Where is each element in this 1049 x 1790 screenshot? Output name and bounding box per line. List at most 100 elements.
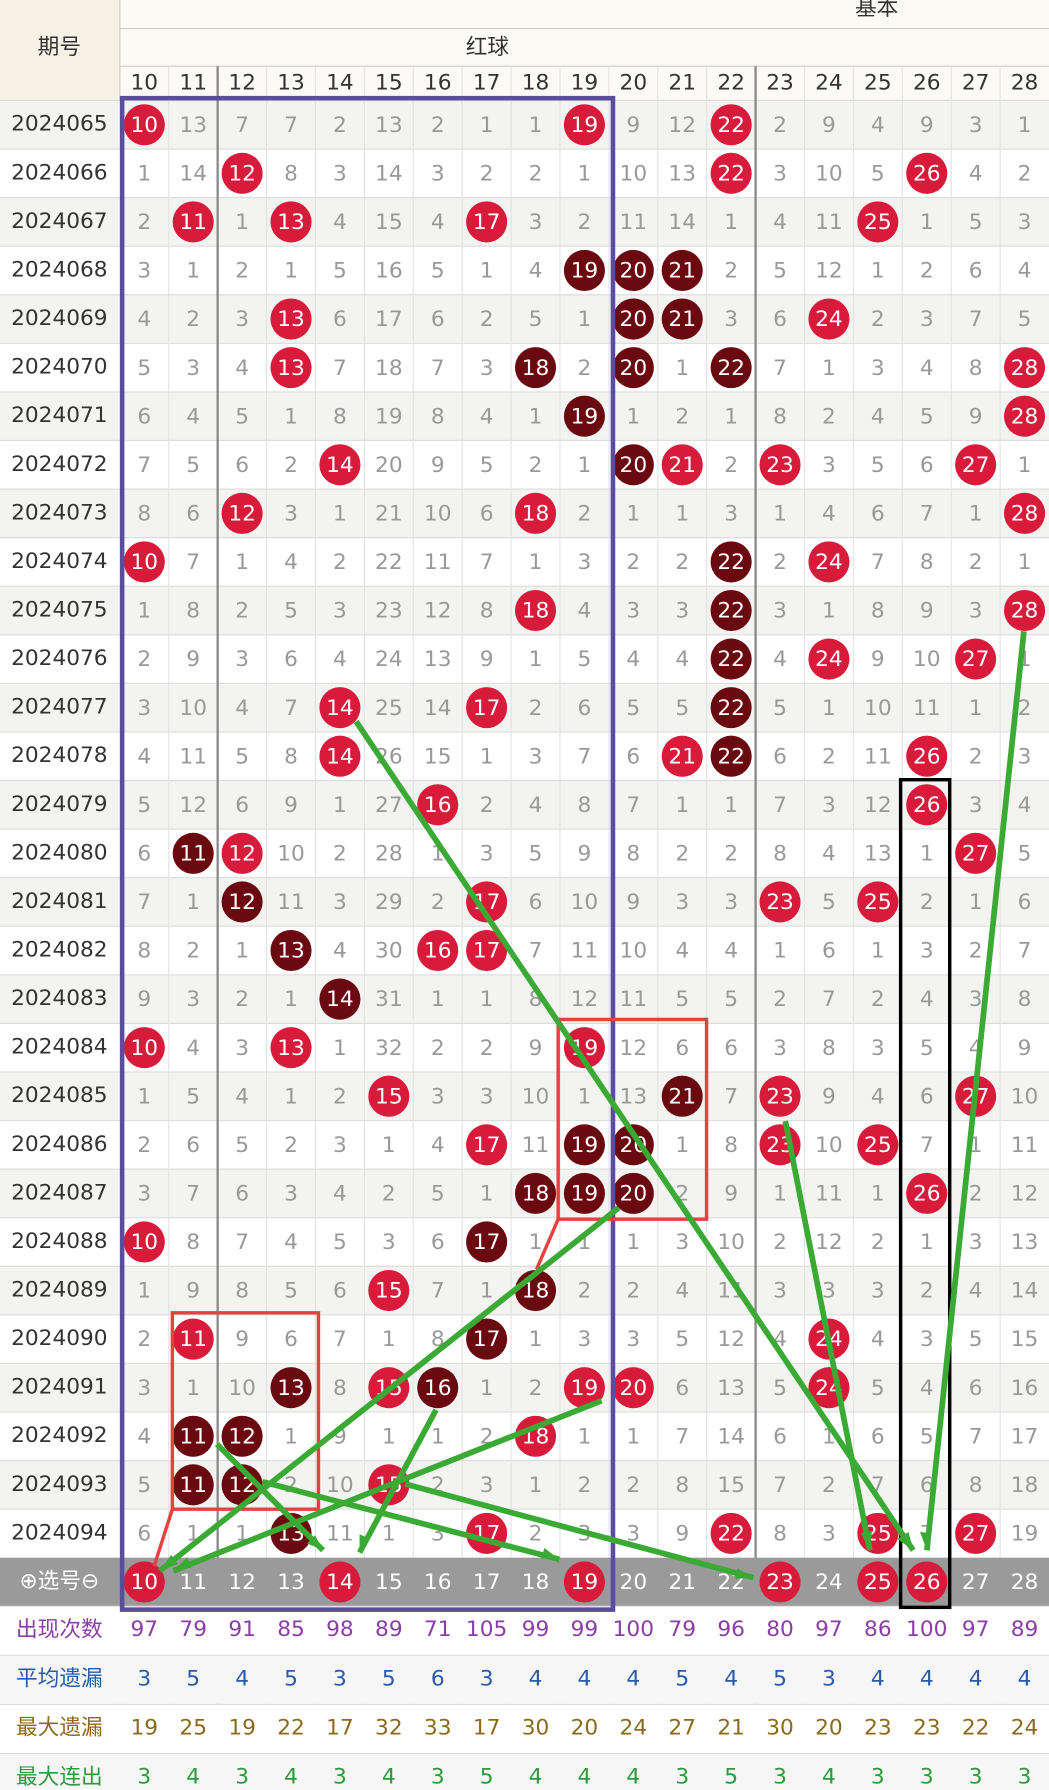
selection-number[interactable]: 26 bbox=[913, 1570, 941, 1595]
omission-count: 7 bbox=[333, 356, 347, 381]
selected-ball[interactable] bbox=[759, 1561, 801, 1603]
omission-count: 2 bbox=[822, 744, 836, 769]
omission-count: 8 bbox=[920, 550, 934, 575]
omission-count: 5 bbox=[675, 987, 689, 1012]
omission-count: 7 bbox=[920, 1133, 934, 1158]
omission-count: 21 bbox=[375, 501, 403, 526]
omission-count: 1 bbox=[578, 307, 592, 332]
selection-number[interactable]: 20 bbox=[620, 1570, 648, 1595]
selection-number[interactable]: 21 bbox=[668, 1570, 696, 1595]
omission-count: 9 bbox=[431, 453, 445, 478]
omission-count: 2 bbox=[871, 1230, 885, 1255]
omission-count: 4 bbox=[186, 1036, 200, 1061]
stat-value: 4 bbox=[186, 1764, 200, 1789]
omission-count: 5 bbox=[969, 210, 983, 235]
omission-count: 9 bbox=[724, 1182, 738, 1207]
omission-count: 2 bbox=[675, 404, 689, 429]
omission-count: 8 bbox=[724, 1133, 738, 1158]
omission-count: 4 bbox=[333, 939, 347, 964]
selection-number[interactable]: 23 bbox=[766, 1570, 794, 1595]
omission-count: 7 bbox=[773, 356, 787, 381]
ball-number: 10 bbox=[131, 113, 159, 138]
ball bbox=[417, 1367, 459, 1409]
ball-number: 23 bbox=[766, 453, 794, 478]
omission-count: 1 bbox=[871, 1182, 885, 1207]
omission-count: 5 bbox=[137, 793, 151, 818]
selected-ball[interactable] bbox=[857, 1561, 899, 1603]
selected-ball[interactable] bbox=[563, 1561, 605, 1603]
omission-count: 12 bbox=[1011, 1182, 1039, 1207]
omission-count: 2 bbox=[480, 1036, 494, 1061]
row-background bbox=[0, 1217, 1049, 1267]
omission-count: 3 bbox=[871, 1279, 885, 1304]
row-label: 2024094 bbox=[11, 1520, 108, 1545]
header-band bbox=[119, 0, 1049, 101]
selection-number[interactable]: 14 bbox=[326, 1570, 354, 1595]
selection-number[interactable]: 15 bbox=[375, 1570, 403, 1595]
selected-ball[interactable] bbox=[123, 1561, 165, 1603]
omission-count: 2 bbox=[773, 113, 787, 138]
selection-number[interactable]: 18 bbox=[522, 1570, 550, 1595]
selection-number[interactable]: 16 bbox=[424, 1570, 452, 1595]
ball-number: 16 bbox=[424, 1376, 452, 1401]
stat-value: 3 bbox=[480, 1666, 494, 1691]
omission-count: 9 bbox=[675, 1522, 689, 1547]
omission-count: 3 bbox=[480, 356, 494, 381]
ball bbox=[123, 1221, 165, 1263]
row-background bbox=[0, 1363, 1049, 1412]
ball bbox=[417, 784, 459, 826]
selection-number[interactable]: 10 bbox=[131, 1570, 159, 1595]
omission-count: 1 bbox=[480, 259, 494, 284]
omission-count: 4 bbox=[871, 1327, 885, 1352]
omission-count: 2 bbox=[529, 1522, 543, 1547]
selected-ball[interactable] bbox=[906, 1561, 948, 1603]
selection-number[interactable]: 17 bbox=[473, 1570, 501, 1595]
row-background bbox=[0, 780, 1049, 830]
omission-count: 6 bbox=[578, 696, 592, 721]
selection-number[interactable]: 19 bbox=[571, 1570, 599, 1595]
ball-number: 20 bbox=[620, 307, 648, 332]
omission-count: 1 bbox=[480, 1182, 494, 1207]
omission-count: 6 bbox=[1018, 890, 1032, 915]
omission-count: 6 bbox=[284, 647, 298, 672]
omission-count: 3 bbox=[186, 987, 200, 1012]
row-label: 2024093 bbox=[11, 1472, 108, 1497]
selection-number[interactable]: 11 bbox=[179, 1570, 207, 1595]
omission-count: 1 bbox=[529, 1473, 543, 1498]
selection-number[interactable]: 13 bbox=[277, 1570, 305, 1595]
omission-count: 8 bbox=[284, 161, 298, 186]
selection-number[interactable]: 24 bbox=[815, 1570, 843, 1595]
omission-count: 2 bbox=[724, 842, 738, 867]
ball bbox=[563, 104, 605, 146]
omission-count: 12 bbox=[815, 1230, 843, 1255]
ball bbox=[319, 444, 361, 486]
omission-count: 7 bbox=[284, 113, 298, 138]
selection-label[interactable]: ⊕选号⊖ bbox=[20, 1569, 100, 1594]
row-label: 2024076 bbox=[11, 646, 108, 671]
omission-count: 2 bbox=[969, 1182, 983, 1207]
omission-count: 5 bbox=[333, 259, 347, 284]
selection-number[interactable]: 25 bbox=[864, 1570, 892, 1595]
selection-number[interactable]: 27 bbox=[962, 1570, 990, 1595]
omission-count: 5 bbox=[724, 987, 738, 1012]
omission-count: 1 bbox=[235, 939, 249, 964]
ball-number: 14 bbox=[326, 744, 354, 769]
selection-number[interactable]: 28 bbox=[1011, 1570, 1039, 1595]
selection-number[interactable]: 12 bbox=[228, 1570, 256, 1595]
omission-count: 10 bbox=[522, 1084, 550, 1109]
ball-number: 27 bbox=[962, 647, 990, 672]
omission-count: 10 bbox=[326, 1473, 354, 1498]
selected-ball[interactable] bbox=[319, 1561, 361, 1603]
omission-count: 30 bbox=[375, 939, 403, 964]
column-number: 16 bbox=[424, 70, 452, 95]
omission-count: 3 bbox=[724, 307, 738, 332]
omission-count: 3 bbox=[822, 1522, 836, 1547]
omission-count: 3 bbox=[529, 210, 543, 235]
omission-count: 1 bbox=[675, 501, 689, 526]
omission-count: 4 bbox=[969, 1279, 983, 1304]
ball-number: 26 bbox=[913, 793, 941, 818]
ball bbox=[123, 104, 165, 146]
omission-count: 11 bbox=[179, 744, 207, 769]
omission-count: 3 bbox=[822, 453, 836, 478]
